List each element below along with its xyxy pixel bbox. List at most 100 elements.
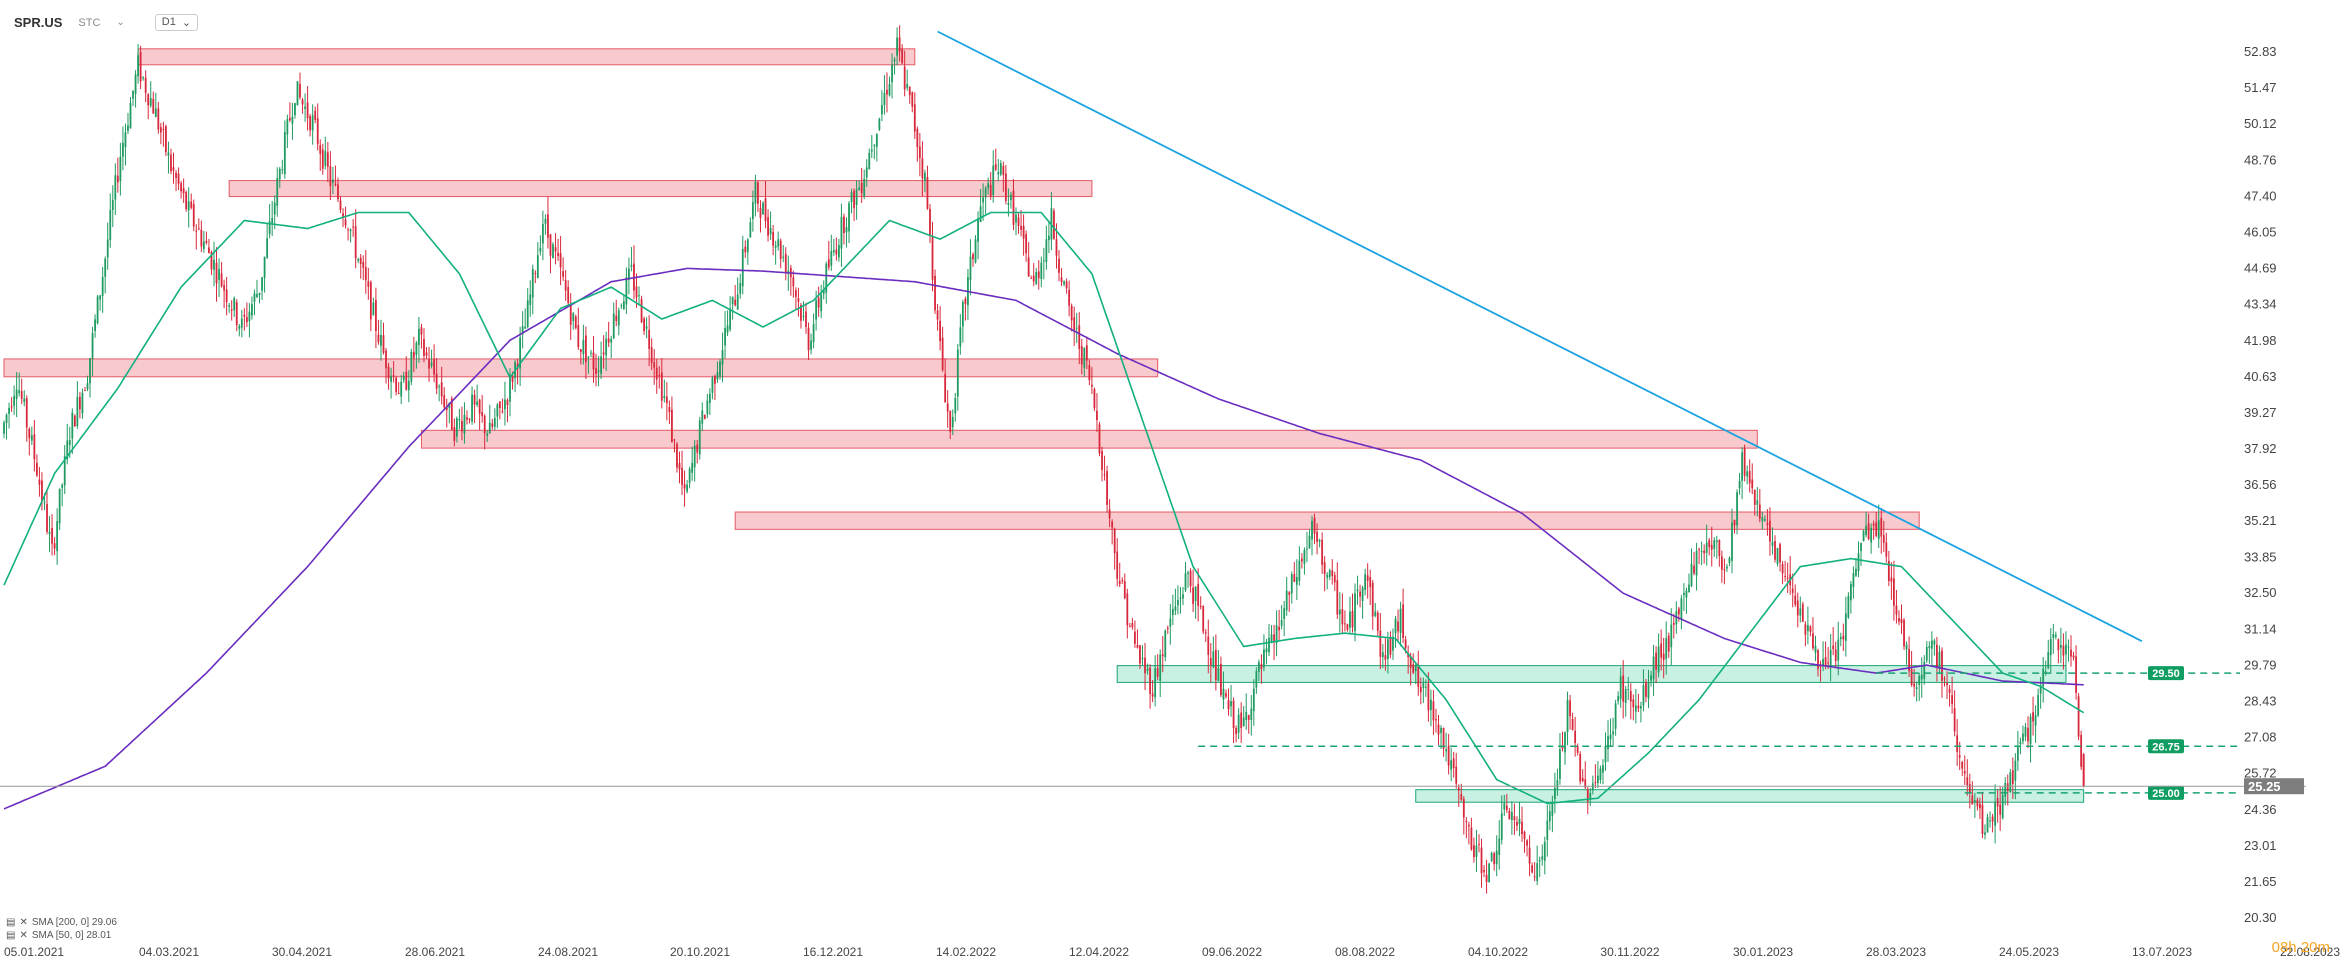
candle-body xyxy=(1128,626,1131,628)
candle-body xyxy=(779,240,782,260)
candle-body xyxy=(119,156,122,181)
candle-body xyxy=(1260,664,1263,669)
candle-body xyxy=(1470,827,1473,850)
candle-body xyxy=(390,375,392,382)
candle-body xyxy=(369,282,372,320)
candle-body xyxy=(617,310,620,326)
candle-body xyxy=(802,315,805,317)
settings-icon[interactable]: ▤ xyxy=(6,930,16,941)
chevron-down-icon[interactable]: ⌄ xyxy=(116,17,125,28)
candle-body xyxy=(476,401,479,405)
legend-label: SMA [50, 0] 28.01 xyxy=(31,930,112,941)
candle-body xyxy=(1591,783,1594,791)
candle-body xyxy=(698,420,701,455)
candle-body xyxy=(1526,840,1528,846)
candle-body xyxy=(165,126,167,153)
close-icon[interactable]: ✕ xyxy=(19,930,28,941)
y-tick-label: 43.34 xyxy=(2244,297,2277,312)
current-price-tag xyxy=(2244,778,2304,795)
candle-body xyxy=(539,247,542,252)
candle-body xyxy=(1344,623,1346,625)
candle-body xyxy=(1753,490,1756,505)
candle-body xyxy=(1462,798,1465,818)
candle-body xyxy=(944,373,947,403)
candle-body xyxy=(1303,549,1306,564)
candle-body xyxy=(1900,618,1903,624)
candle-body xyxy=(774,245,777,248)
candle-body xyxy=(1116,551,1119,579)
candle-body xyxy=(106,239,109,258)
close-icon[interactable]: ✕ xyxy=(19,917,28,928)
candle-body xyxy=(1533,876,1536,878)
legend-item-sma50[interactable]: ▤ ✕ SMA [50, 0] 28.01 xyxy=(6,929,117,942)
candle-body xyxy=(1432,701,1435,721)
candle-body xyxy=(1144,657,1146,674)
candle-body xyxy=(893,59,896,62)
axis-layer: 52.83 51.47 50.12 48.76 47.40 46.05 44.69 43.34… xyxy=(4,44,2340,959)
candle-body xyxy=(2070,649,2072,657)
candle-body xyxy=(468,418,471,420)
candle-body xyxy=(1225,693,1227,697)
candle-body xyxy=(299,83,301,98)
candle-body xyxy=(415,342,418,356)
candle-body xyxy=(2082,754,2085,787)
candle-body xyxy=(397,393,400,395)
candle-body xyxy=(2059,645,2062,648)
candle-body xyxy=(1887,560,1890,581)
candle-body xyxy=(2027,727,2029,742)
candle-body xyxy=(1597,775,1599,784)
candle-body xyxy=(129,103,132,129)
candle-body xyxy=(400,381,403,397)
candle-body xyxy=(1880,518,1883,537)
candle-body xyxy=(734,299,737,306)
candle-body xyxy=(1288,592,1291,595)
candle-body xyxy=(1328,570,1331,578)
candle-body xyxy=(1298,560,1301,581)
settings-icon[interactable]: ▤ xyxy=(6,917,16,928)
level-tag-text: 25.00 xyxy=(2152,788,2180,800)
candle-body xyxy=(1867,523,1870,539)
candle-body xyxy=(1427,683,1430,711)
candle-body xyxy=(1025,234,1028,254)
candle-body xyxy=(827,259,830,268)
candle-body xyxy=(1915,687,1918,689)
candle-body xyxy=(63,455,66,486)
candle-body xyxy=(172,167,175,171)
candle-body xyxy=(1247,715,1250,720)
timeframe-select[interactable]: D1 ⌄ xyxy=(154,14,199,31)
candle-body xyxy=(982,197,985,203)
candle-body xyxy=(1865,525,1867,536)
candle-body xyxy=(2077,696,2080,737)
candle-body xyxy=(906,84,909,88)
candle-body xyxy=(455,418,458,437)
candle-body xyxy=(263,256,266,278)
candle-body xyxy=(1478,843,1480,845)
candle-body xyxy=(177,173,180,184)
x-tick-label: 24.08.2021 xyxy=(538,945,598,959)
candle-body xyxy=(473,394,476,405)
candle-body xyxy=(855,189,858,205)
legend-item-sma200[interactable]: ▤ ✕ SMA [200, 0] 29.06 xyxy=(6,916,117,929)
candle-body xyxy=(1075,327,1078,329)
candle-body xyxy=(23,398,26,402)
candle-body xyxy=(1627,689,1630,691)
candle-body xyxy=(144,77,147,93)
candle-body xyxy=(671,409,673,443)
candle-body xyxy=(2057,639,2060,651)
candle-body xyxy=(1278,626,1281,631)
candle-body xyxy=(1055,239,1058,256)
candle-body xyxy=(1177,599,1179,606)
candle-body xyxy=(2062,645,2065,656)
symbol-label[interactable]: SPR.US xyxy=(14,15,63,30)
candle-body xyxy=(324,150,327,166)
candle-body xyxy=(134,74,137,94)
y-tick-label: 32.50 xyxy=(2244,585,2277,600)
candle-body xyxy=(1713,540,1716,549)
candle-body xyxy=(1703,550,1706,554)
countdown-minutes: 20m xyxy=(2300,939,2330,956)
candle-body xyxy=(1513,816,1516,821)
candle-body xyxy=(1938,652,1941,670)
candle-body xyxy=(655,367,658,380)
candle-body xyxy=(863,178,866,197)
